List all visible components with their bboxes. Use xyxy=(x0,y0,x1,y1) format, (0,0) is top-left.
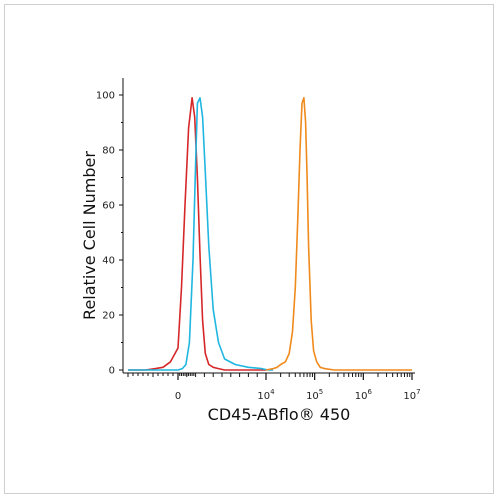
series-line-3 xyxy=(265,97,412,371)
y-axis-label: Relative Cell Number xyxy=(80,151,99,320)
x-axis-label: CD45-ABflo® 450 xyxy=(208,405,351,424)
x-tick-label: 106 xyxy=(355,388,373,402)
x-tick-label: 107 xyxy=(403,388,420,402)
y-tick-label: 60 xyxy=(102,201,115,212)
series-line-2 xyxy=(128,97,274,371)
series-group xyxy=(128,97,412,371)
x-tick-label: 0 xyxy=(175,391,181,402)
axis-labels: Relative Cell Number CD45-ABflo® 450 xyxy=(80,151,350,424)
series-line-1 xyxy=(128,97,266,371)
y-tick-label: 20 xyxy=(102,311,115,322)
y-tick-label: 40 xyxy=(102,256,115,267)
axes: 0 20 40 60 80 100 0 104 105 106 107 xyxy=(96,78,421,402)
y-tick-label: 80 xyxy=(102,146,115,157)
x-tick-label: 105 xyxy=(306,388,323,402)
x-tick-label: 104 xyxy=(257,388,275,402)
y-tick-label: 100 xyxy=(96,91,115,102)
y-tick-label: 0 xyxy=(109,366,115,377)
chart-frame xyxy=(4,4,494,494)
